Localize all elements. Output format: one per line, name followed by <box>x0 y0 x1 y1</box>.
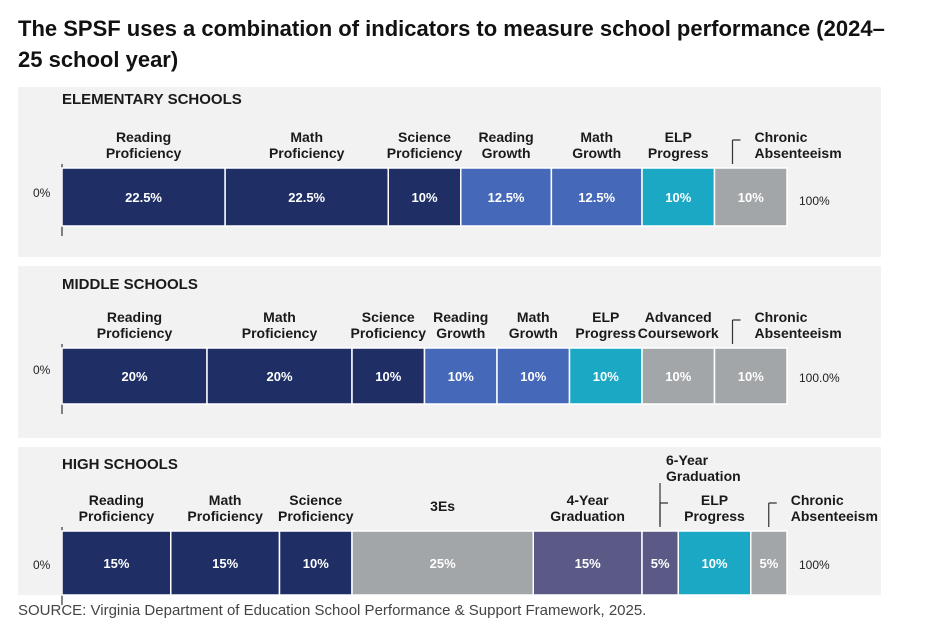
value-label-middle-elp-progress: 10% <box>593 369 619 384</box>
value-label-high-science-proficiency: 10% <box>303 556 329 571</box>
leader-high-chronic-absenteeism <box>768 502 777 527</box>
bar-elementary-science-proficiency <box>387 167 462 227</box>
category-label-high-4-year-graduation: 4-Year Graduation <box>550 492 625 524</box>
value-label-elementary-chronic-absenteeism: 10% <box>738 190 764 205</box>
category-label-elementary-reading-proficiency: Reading Proficiency <box>106 129 182 161</box>
bar-high-math-proficiency <box>170 530 281 596</box>
axis-end-label-elementary: 100% <box>799 194 830 208</box>
bar-high-elp-progress <box>677 530 752 596</box>
category-label-middle-advanced-coursework: Advanced Coursework <box>638 309 719 341</box>
category-label-middle-elp-progress: ELP Progress <box>575 309 636 341</box>
bar-elementary-elp-progress <box>641 167 716 227</box>
category-label-high-science-proficiency: Science Proficiency <box>278 492 354 524</box>
value-label-middle-math-proficiency: 20% <box>266 369 292 384</box>
bar-middle-chronic-absenteeism <box>713 347 788 405</box>
bar-high-science-proficiency <box>278 530 353 596</box>
bar-high-chronic-absenteeism <box>750 530 788 596</box>
value-label-middle-chronic-absenteeism: 10% <box>738 369 764 384</box>
bar-high-6-year-graduation <box>641 530 679 596</box>
source-note: SOURCE: Virginia Department of Education… <box>18 602 647 619</box>
bar-middle-math-growth <box>496 347 571 405</box>
category-label-middle-math-proficiency: Math Proficiency <box>242 309 318 341</box>
value-label-high-math-proficiency: 15% <box>212 556 238 571</box>
value-label-high-4-year-graduation: 15% <box>575 556 601 571</box>
axis-end-label-middle: 100.0% <box>799 371 840 385</box>
bar-high-reading-proficiency <box>61 530 172 596</box>
bar-elementary-chronic-absenteeism <box>713 167 788 227</box>
category-label-middle-reading-proficiency: Reading Proficiency <box>97 309 173 341</box>
bar-middle-advanced-coursework <box>641 347 716 405</box>
value-label-elementary-math-growth: 12.5% <box>578 190 615 205</box>
leader-elementary-chronic-absenteeism <box>731 139 741 164</box>
axis-start-label-high: 0% <box>33 558 51 572</box>
axis-start-label-middle: 0% <box>33 363 51 377</box>
leader-high-6-year-graduation <box>659 502 668 527</box>
category-label-high-chronic-absenteeism: Chronic Absenteeism <box>791 492 878 524</box>
section-title-middle: MIDDLE SCHOOLS <box>62 276 198 293</box>
axis-start-label-elementary: 0% <box>33 186 51 200</box>
category-label-middle-chronic-absenteeism: Chronic Absenteeism <box>755 309 842 341</box>
bar-middle-reading-proficiency <box>61 347 208 405</box>
category-label-high-elp-progress: ELP Progress <box>684 492 745 524</box>
value-label-middle-advanced-coursework: 10% <box>665 369 691 384</box>
category-label-elementary-chronic-absenteeism: Chronic Absenteeism <box>755 129 842 161</box>
value-label-high-chronic-absenteeism: 5% <box>759 556 778 571</box>
value-label-middle-reading-growth: 10% <box>448 369 474 384</box>
value-label-elementary-reading-proficiency: 22.5% <box>125 190 162 205</box>
section-title-high: HIGH SCHOOLS <box>62 456 178 473</box>
value-label-middle-science-proficiency: 10% <box>375 369 401 384</box>
bar-middle-elp-progress <box>568 347 643 405</box>
category-label-middle-math-growth: Math Growth <box>509 309 558 341</box>
value-label-high-reading-proficiency: 15% <box>103 556 129 571</box>
value-label-elementary-math-proficiency: 22.5% <box>288 190 325 205</box>
axis-end-label-high: 100% <box>799 558 830 572</box>
value-label-middle-reading-proficiency: 20% <box>121 369 147 384</box>
leader-middle-chronic-absenteeism <box>731 319 741 344</box>
bar-elementary-math-growth <box>550 167 643 227</box>
category-label-elementary-math-proficiency: Math Proficiency <box>269 129 345 161</box>
category-label-elementary-math-growth: Math Growth <box>572 129 621 161</box>
category-label-high-reading-proficiency: Reading Proficiency <box>79 492 155 524</box>
bar-middle-science-proficiency <box>351 347 426 405</box>
category-label-high-math-proficiency: Math Proficiency <box>187 492 263 524</box>
value-label-high-6-year-graduation: 5% <box>651 556 670 571</box>
value-label-high-3es: 25% <box>430 556 456 571</box>
section-title-elementary: ELEMENTARY SCHOOLS <box>62 91 242 108</box>
value-label-elementary-elp-progress: 10% <box>665 190 691 205</box>
bar-elementary-reading-growth <box>460 167 553 227</box>
category-label-elementary-reading-growth: Reading Growth <box>478 129 533 161</box>
category-label-elementary-science-proficiency: Science Proficiency <box>387 129 463 161</box>
chart-title: The SPSF uses a combination of indicator… <box>18 16 885 72</box>
category-label-high-6-year-graduation: 6-Year Graduation <box>666 452 741 484</box>
value-label-elementary-science-proficiency: 10% <box>411 190 437 205</box>
category-label-middle-reading-growth: Reading Growth <box>433 309 488 341</box>
value-label-middle-math-growth: 10% <box>520 369 546 384</box>
category-label-high-3es: 3Es <box>430 498 455 514</box>
category-label-elementary-elp-progress: ELP Progress <box>648 129 709 161</box>
category-label-middle-science-proficiency: Science Proficiency <box>351 309 427 341</box>
value-label-elementary-reading-growth: 12.5% <box>488 190 525 205</box>
value-label-high-elp-progress: 10% <box>701 556 727 571</box>
